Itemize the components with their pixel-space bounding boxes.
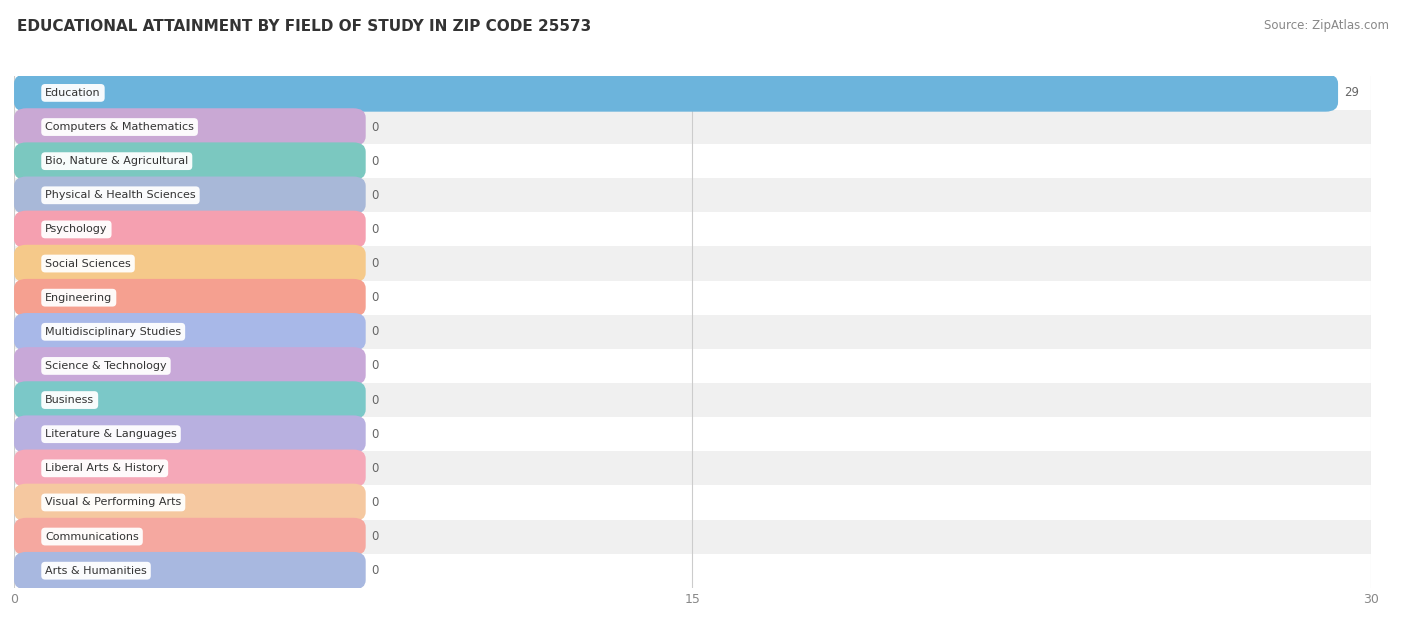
Text: Social Sciences: Social Sciences: [45, 258, 131, 269]
Text: Bio, Nature & Agricultural: Bio, Nature & Agricultural: [45, 156, 188, 166]
Text: Multidisciplinary Studies: Multidisciplinary Studies: [45, 327, 181, 337]
Text: 0: 0: [371, 564, 378, 577]
Bar: [14, 554, 1371, 588]
FancyBboxPatch shape: [14, 552, 366, 590]
Text: 0: 0: [371, 325, 378, 338]
Text: Source: ZipAtlas.com: Source: ZipAtlas.com: [1264, 19, 1389, 32]
Text: Liberal Arts & History: Liberal Arts & History: [45, 463, 165, 473]
Text: Arts & Humanities: Arts & Humanities: [45, 566, 146, 576]
Bar: [14, 246, 1371, 281]
FancyBboxPatch shape: [14, 210, 366, 248]
FancyBboxPatch shape: [14, 74, 1339, 112]
FancyBboxPatch shape: [14, 108, 366, 146]
Bar: [14, 144, 1371, 178]
Text: Physical & Health Sciences: Physical & Health Sciences: [45, 190, 195, 200]
Bar: [14, 349, 1371, 383]
FancyBboxPatch shape: [14, 415, 366, 453]
Text: Visual & Performing Arts: Visual & Performing Arts: [45, 497, 181, 507]
Bar: [14, 485, 1371, 520]
FancyBboxPatch shape: [14, 483, 366, 521]
Bar: [14, 212, 1371, 246]
Text: 0: 0: [371, 462, 378, 475]
FancyBboxPatch shape: [14, 518, 366, 556]
Text: Literature & Languages: Literature & Languages: [45, 429, 177, 439]
Text: Business: Business: [45, 395, 94, 405]
Text: 0: 0: [371, 291, 378, 304]
FancyBboxPatch shape: [14, 245, 366, 283]
Bar: [14, 178, 1371, 212]
Bar: [14, 520, 1371, 554]
FancyBboxPatch shape: [14, 142, 366, 180]
Bar: [14, 315, 1371, 349]
Text: Communications: Communications: [45, 532, 139, 542]
Text: 0: 0: [371, 223, 378, 236]
Text: 0: 0: [371, 121, 378, 133]
Text: 0: 0: [371, 360, 378, 372]
FancyBboxPatch shape: [14, 279, 366, 317]
Bar: [14, 417, 1371, 451]
FancyBboxPatch shape: [14, 176, 366, 214]
Text: Computers & Mathematics: Computers & Mathematics: [45, 122, 194, 132]
Text: 0: 0: [371, 428, 378, 441]
Bar: [14, 76, 1371, 110]
Text: 0: 0: [371, 189, 378, 202]
Text: 0: 0: [371, 155, 378, 167]
Text: Engineering: Engineering: [45, 293, 112, 303]
Text: Psychology: Psychology: [45, 224, 108, 234]
Text: 0: 0: [371, 394, 378, 406]
Bar: [14, 451, 1371, 485]
FancyBboxPatch shape: [14, 381, 366, 419]
Bar: [14, 281, 1371, 315]
FancyBboxPatch shape: [14, 313, 366, 351]
FancyBboxPatch shape: [14, 347, 366, 385]
Text: Science & Technology: Science & Technology: [45, 361, 167, 371]
Bar: [14, 110, 1371, 144]
Text: 0: 0: [371, 257, 378, 270]
Text: 0: 0: [371, 496, 378, 509]
Text: 0: 0: [371, 530, 378, 543]
Text: 29: 29: [1344, 87, 1358, 99]
Text: Education: Education: [45, 88, 101, 98]
FancyBboxPatch shape: [14, 449, 366, 487]
Text: EDUCATIONAL ATTAINMENT BY FIELD OF STUDY IN ZIP CODE 25573: EDUCATIONAL ATTAINMENT BY FIELD OF STUDY…: [17, 19, 591, 34]
Bar: [14, 383, 1371, 417]
